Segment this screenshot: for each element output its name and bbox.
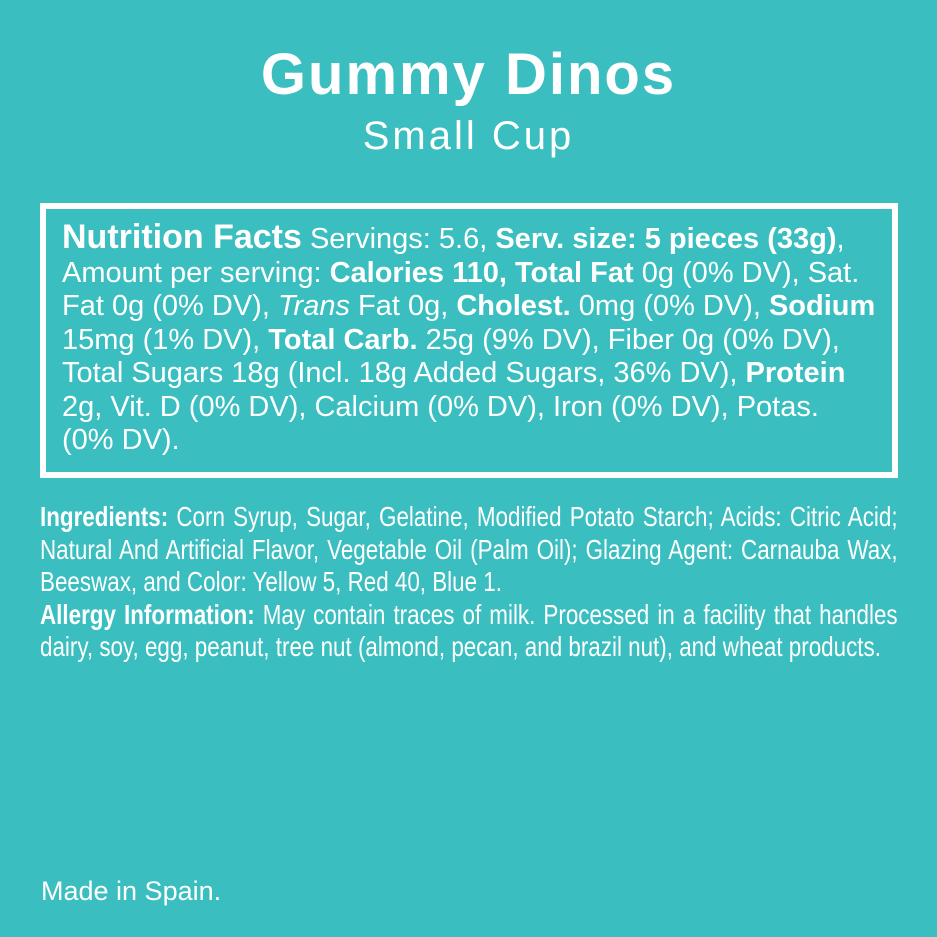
text-segment: Calories 110, Total Fat — [329, 256, 634, 289]
text-segment: May contain traces of milk. Processed in… — [40, 598, 898, 663]
text-segment: Protein — [745, 357, 846, 389]
label-body-text: Ingredients: Corn Syrup, Sugar, Gelatine… — [40, 501, 898, 664]
allergy-information-paragraph: Allergy Information: May contain traces … — [40, 599, 898, 664]
ingredients-paragraph: Ingredients: Corn Syrup, Sugar, Gelatine… — [40, 501, 898, 599]
text-segment: Fat 0g, — [349, 290, 457, 322]
made-in-text: Made in Spain. — [41, 876, 222, 906]
text-segment: Serv. size: 5 pieces (33g) — [495, 223, 837, 255]
text-segment: Corn Syrup, Sugar, Gelatine, Modified Po… — [40, 501, 898, 597]
text-segment: 0g (0% DV), Sat. Fat 0g (0% DV), — [62, 256, 860, 323]
text-segment: 25g (9% DV), Fiber 0g (0% DV), Total Sug… — [62, 323, 840, 390]
nutrition-facts-box: Nutrition Facts Servings: 5.6, Serv. siz… — [40, 203, 898, 478]
text-segment: Sodium — [768, 290, 876, 322]
text-segment: Nutrition Facts — [62, 218, 302, 256]
nutrition-facts-text: Nutrition Facts Servings: 5.6, Serv. siz… — [62, 218, 876, 458]
product-title: Gummy Dinos — [260, 42, 677, 107]
text-segment: Allergy Information: — [40, 598, 255, 630]
text-segment: Trans — [277, 290, 350, 322]
text-segment: 2g, Vit. D (0% DV), Calcium (0% DV), Iro… — [62, 390, 819, 457]
text-segment: 0mg (0% DV), — [570, 290, 769, 322]
text-segment: Servings: 5.6, — [301, 223, 496, 255]
text-segment: Total Carb. — [268, 323, 418, 356]
text-segment: , Amount per serving: — [62, 223, 845, 289]
text-segment: Cholest. — [456, 290, 571, 322]
text-segment: 15mg (1% DV), — [62, 323, 269, 356]
text-segment: Ingredients: — [40, 501, 169, 532]
product-subtitle: Small Cup — [362, 114, 575, 158]
